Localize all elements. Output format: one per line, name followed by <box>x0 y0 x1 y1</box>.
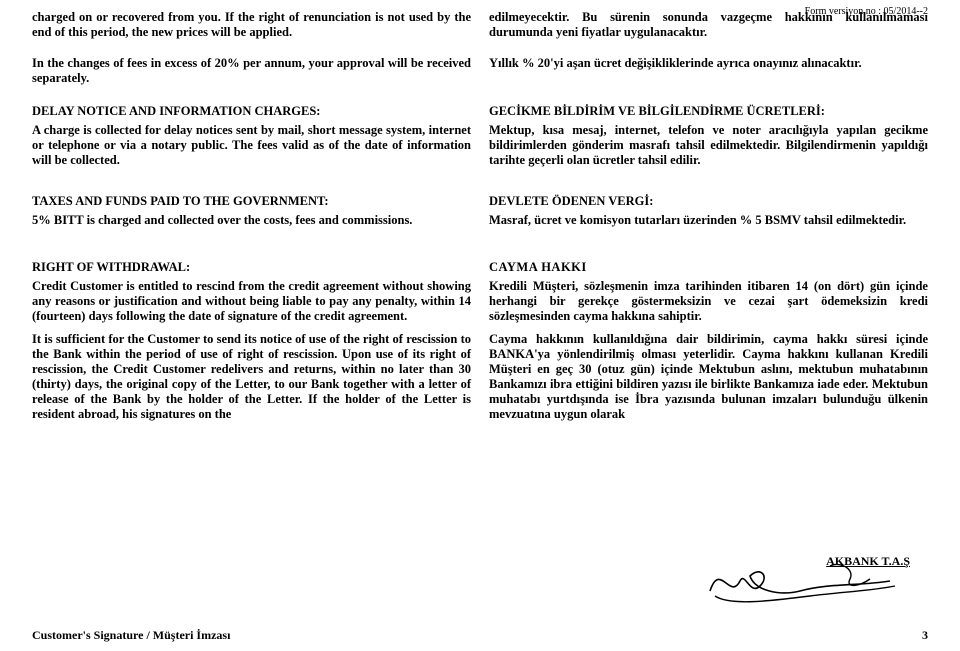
right-p2: Yıllık % 20'yi aşan ücret değişiklikleri… <box>489 56 928 86</box>
left-withdrawal: RIGHT OF WITHDRAWAL: Credit Customer is … <box>32 252 471 422</box>
signature-area <box>700 551 900 611</box>
right-h1: GECİKME BİLDİRİM VE BİLGİLENDİRME ÜCRETL… <box>489 104 928 119</box>
left-p2: In the changes of fees in excess of 20% … <box>32 56 471 86</box>
right-withdrawal: CAYMA HAKKI Kredili Müşteri, sözleşmenin… <box>489 252 928 422</box>
top-columns: charged on or recovered from you. If the… <box>32 10 928 52</box>
right-h3: CAYMA HAKKI <box>489 260 928 275</box>
right-p4: Masraf, ücret ve komisyon tutarları üzer… <box>489 213 928 228</box>
row-approval: In the changes of fees in excess of 20% … <box>32 56 928 86</box>
left-p3: A charge is collected for delay notices … <box>32 123 471 168</box>
left-p6: It is sufficient for the Customer to sen… <box>32 332 471 422</box>
left-p5: Credit Customer is entitled to rescind f… <box>32 279 471 324</box>
right-p6: Cayma hakkının kullanıldığına dair bildi… <box>489 332 928 422</box>
right-h2: DEVLETE ÖDENEN VERGİ: <box>489 194 928 209</box>
left-delay: DELAY NOTICE AND INFORMATION CHARGES: A … <box>32 96 471 168</box>
right-p3: Mektup, kısa mesaj, internet, telefon ve… <box>489 123 928 168</box>
right-delay: GECİKME BİLDİRİM VE BİLGİLENDİRME ÜCRETL… <box>489 96 928 168</box>
left-taxes: TAXES AND FUNDS PAID TO THE GOVERNMENT: … <box>32 186 471 228</box>
left-h3: RIGHT OF WITHDRAWAL: <box>32 260 471 275</box>
left-h1: DELAY NOTICE AND INFORMATION CHARGES: <box>32 104 471 119</box>
row-delay: DELAY NOTICE AND INFORMATION CHARGES: A … <box>32 96 928 168</box>
left-h2: TAXES AND FUNDS PAID TO THE GOVERNMENT: <box>32 194 471 209</box>
footer-signature-label: Customer's Signature / Müşteri İmzası <box>32 628 230 643</box>
footer-page-number: 3 <box>922 628 928 643</box>
page-footer: Customer's Signature / Müşteri İmzası 3 <box>32 628 928 643</box>
left-p1: charged on or recovered from you. If the… <box>32 10 471 40</box>
row-taxes: TAXES AND FUNDS PAID TO THE GOVERNMENT: … <box>32 186 928 228</box>
left-column: charged on or recovered from you. If the… <box>32 10 471 52</box>
signature-icon <box>700 551 900 611</box>
form-version-label: Form versiyon no : 05/2014--2 <box>805 6 928 17</box>
right-taxes: DEVLETE ÖDENEN VERGİ: Masraf, ücret ve k… <box>489 186 928 228</box>
left-p4: 5% BITT is charged and collected over th… <box>32 213 471 228</box>
row-withdrawal: RIGHT OF WITHDRAWAL: Credit Customer is … <box>32 252 928 422</box>
right-p5: Kredili Müşteri, sözleşmenin imza tarihi… <box>489 279 928 324</box>
